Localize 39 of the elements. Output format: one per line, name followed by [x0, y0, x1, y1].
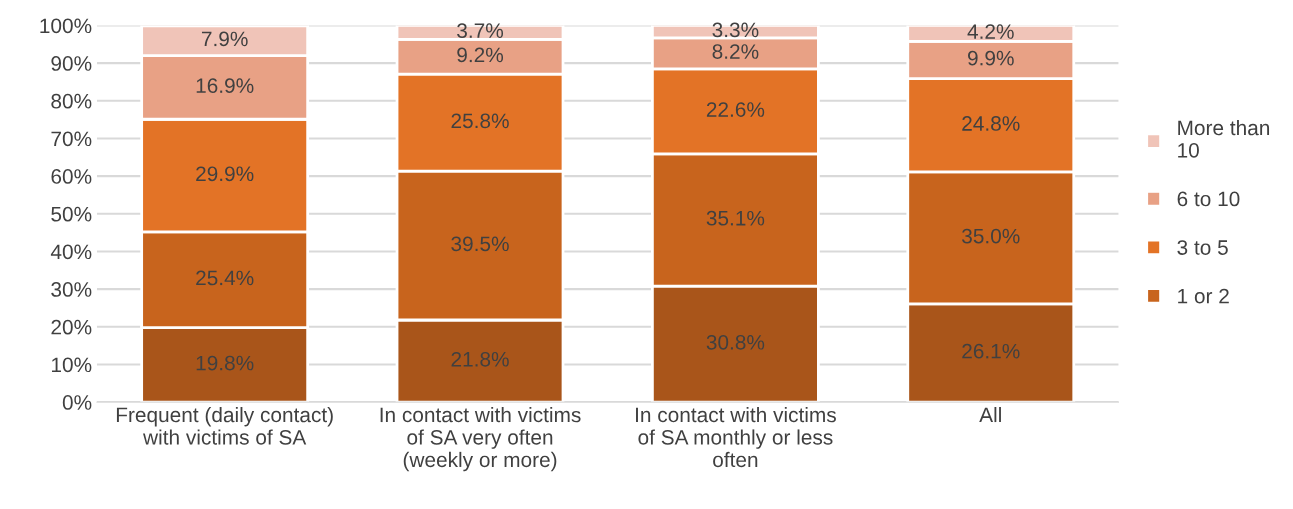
data-label: 25.4%	[196, 270, 254, 286]
data-label: 26.1%	[962, 343, 1020, 359]
data-label: 19.8%	[196, 355, 254, 371]
data-label: 22.6%	[706, 102, 765, 117]
x-tick-label: Frequent (daily contact) with victims of SA	[116, 406, 333, 445]
data-label: 7.9%	[201, 31, 248, 47]
y-tick-label: 0%	[62, 395, 92, 410]
data-label: 35.0%	[962, 228, 1020, 244]
y-tick-label: 60%	[51, 169, 92, 184]
data-label: 9.9%	[968, 50, 1014, 66]
data-label: 29.9%	[196, 166, 254, 182]
y-tick-label: 30%	[51, 282, 92, 297]
data-label: 24.8%	[962, 116, 1020, 131]
legend-label: 6 to 10	[1177, 191, 1240, 207]
data-label: 3.3%	[712, 22, 759, 38]
legend-label: 3 to 5	[1177, 240, 1228, 255]
y-tick-label: 70%	[51, 131, 92, 147]
x-tick-label: In contact with victims of SA very often (weekly or more)	[380, 406, 581, 472]
data-label: 8.2%	[712, 44, 759, 59]
data-label: 35.1%	[706, 210, 765, 226]
y-tick-label: 80%	[51, 93, 92, 109]
y-tick-label: 50%	[51, 206, 92, 222]
legend-label: More than 10	[1178, 119, 1270, 158]
y-tick-label: 100%	[40, 18, 92, 34]
y-tick-label: 10%	[52, 357, 92, 373]
data-label: 25.8%	[451, 113, 509, 129]
data-label: 30.8%	[706, 334, 765, 350]
data-label: 21.8%	[451, 351, 509, 367]
y-tick-label: 90%	[51, 56, 92, 71]
data-label: 4.2%	[967, 24, 1014, 39]
y-tick-label: 40%	[50, 244, 92, 260]
data-label: 16.9%	[196, 78, 254, 93]
data-label: 39.5%	[451, 236, 509, 252]
x-tick-label: In contact with victims of SA monthly or less often	[636, 406, 836, 468]
data-label: 9.2%	[457, 47, 504, 63]
data-label: 3.7%	[457, 23, 504, 39]
x-tick-label: All	[979, 406, 1001, 423]
legend-label: 1 or 2	[1178, 288, 1229, 304]
y-tick-label: 20%	[51, 319, 92, 335]
